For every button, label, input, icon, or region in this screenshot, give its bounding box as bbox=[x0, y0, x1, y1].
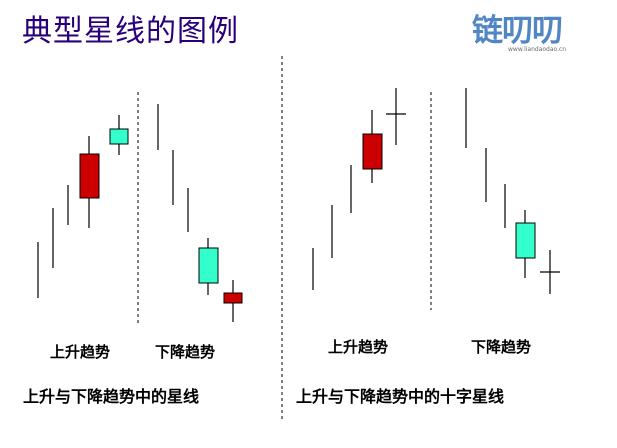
panel2-downtrend-candles bbox=[465, 88, 560, 294]
panel2-uptrend-label: 上升趋势 bbox=[328, 338, 389, 356]
panel2-caption: 上升与下降趋势中的十字星线 bbox=[296, 387, 505, 406]
panel1-downtrend-label: 下降趋势 bbox=[155, 343, 216, 361]
bullish-candle-body bbox=[362, 133, 383, 170]
panel1-uptrend-label: 上升趋势 bbox=[50, 343, 111, 361]
logo-text: 链叨叨 bbox=[472, 13, 563, 49]
panel1-uptrend-candles bbox=[37, 115, 129, 298]
bullish-candle-body bbox=[79, 153, 100, 199]
site-logo: 链叨叨 www.liandaodao.cn bbox=[472, 14, 606, 62]
panel1-downtrend-candles bbox=[157, 104, 243, 322]
panel2-downtrend-label: 下降趋势 bbox=[471, 338, 532, 356]
bearish-candle-body bbox=[198, 247, 219, 284]
page-title: 典型星线的图例 bbox=[22, 14, 239, 49]
panel2-uptrend-candles bbox=[312, 88, 406, 290]
star-candle-body bbox=[223, 292, 243, 304]
logo-url: www.liandaodao.cn bbox=[508, 46, 567, 53]
panel1-caption: 上升与下降趋势中的星线 bbox=[23, 387, 200, 406]
star-candle-body bbox=[109, 128, 129, 145]
bearish-candle-body bbox=[515, 222, 536, 259]
